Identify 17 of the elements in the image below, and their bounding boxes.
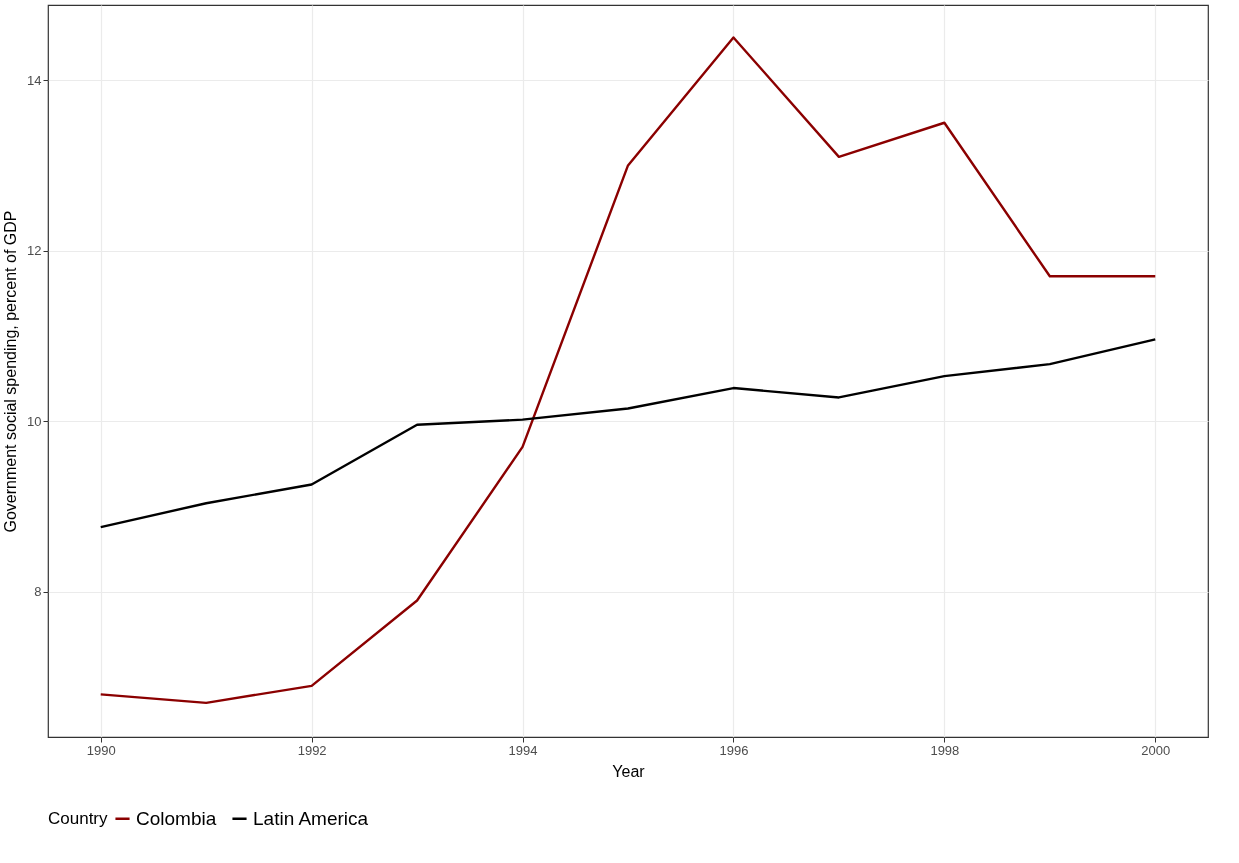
x-tick-label: 1996 [719, 742, 749, 758]
x-tick-label: 1998 [930, 742, 960, 758]
y-axis-title: Government social spending, percent of GDP [2, 210, 20, 533]
y-tick-label: 8 [34, 584, 42, 600]
x-axis-title: Year [612, 762, 646, 780]
x-tick-label: 1994 [508, 742, 538, 758]
y-tick-label: 14 [27, 72, 42, 88]
legend-label: Colombia [136, 807, 217, 829]
line-series [99, 338, 1157, 529]
x-tick-label: 1992 [297, 742, 327, 758]
y-tick-label: 12 [27, 243, 42, 259]
legend-label: Latin America [253, 807, 369, 829]
legend-title: Country [48, 809, 109, 828]
x-tick-label: 1990 [86, 742, 116, 758]
line-series [99, 36, 1157, 705]
y-tick-label: 10 [27, 413, 42, 429]
x-tick-label: 2000 [1141, 742, 1171, 758]
